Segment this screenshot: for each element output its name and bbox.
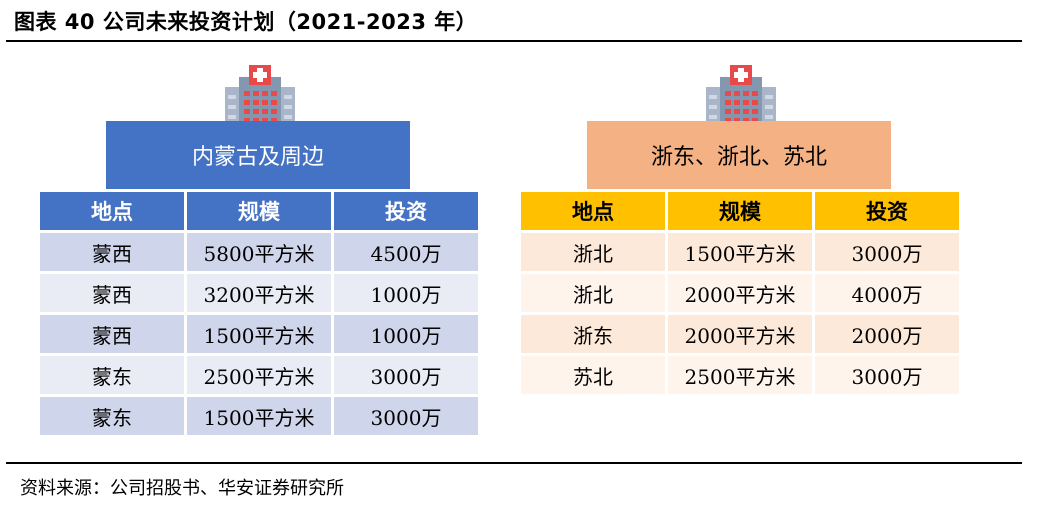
table-row: 蒙东 1500平方米 3000万 xyxy=(40,397,478,435)
table-row: 浙北 2000平方米 4000万 xyxy=(521,274,959,312)
table-row: 浙东 2000平方米 2000万 xyxy=(521,315,959,353)
cell-scale: 5800平方米 xyxy=(187,233,331,271)
cell-investment: 3000万 xyxy=(334,397,478,435)
cell-scale: 2500平方米 xyxy=(187,356,331,394)
cell-scale: 2000平方米 xyxy=(668,315,812,353)
cell-scale: 2000平方米 xyxy=(668,274,812,312)
cell-scale: 1500平方米 xyxy=(187,397,331,435)
cell-investment: 3000万 xyxy=(334,356,478,394)
cell-location: 蒙东 xyxy=(40,356,184,394)
cell-location: 浙东 xyxy=(521,315,665,353)
cell-scale: 1500平方米 xyxy=(668,233,812,271)
column-header-location: 地点 xyxy=(40,192,184,230)
table-row: 蒙西 3200平方米 1000万 xyxy=(40,274,478,312)
cell-investment: 1000万 xyxy=(334,274,478,312)
region-header-inner-mongolia: 内蒙古及周边 xyxy=(106,121,410,189)
cell-scale: 3200平方米 xyxy=(187,274,331,312)
table-row: 浙北 1500平方米 3000万 xyxy=(521,233,959,271)
cell-investment: 1000万 xyxy=(334,315,478,353)
cell-location: 蒙西 xyxy=(40,315,184,353)
investment-table-inner-mongolia: 地点 规模 投资 蒙西 5800平方米 4500万 蒙西 3200平方米 100… xyxy=(37,189,481,438)
cell-investment: 3000万 xyxy=(815,356,959,394)
cell-location: 蒙东 xyxy=(40,397,184,435)
cell-location: 苏北 xyxy=(521,356,665,394)
cell-location: 蒙西 xyxy=(40,233,184,271)
source-note: 资料来源：公司招股书、华安证券研究所 xyxy=(20,478,344,499)
cell-investment: 4500万 xyxy=(334,233,478,271)
investment-table-zhejiang-jiangsu: 地点 规模 投资 浙北 1500平方米 3000万 浙北 2000平方米 400… xyxy=(518,189,962,397)
column-header-location: 地点 xyxy=(521,192,665,230)
column-header-investment: 投资 xyxy=(815,192,959,230)
table-header-row: 地点 规模 投资 xyxy=(40,192,478,230)
cell-location: 浙北 xyxy=(521,233,665,271)
cell-investment: 2000万 xyxy=(815,315,959,353)
region-header-zhejiang-jiangsu: 浙东、浙北、苏北 xyxy=(587,121,891,189)
table-row: 蒙西 5800平方米 4500万 xyxy=(40,233,478,271)
table-row: 苏北 2500平方米 3000万 xyxy=(521,356,959,394)
cell-location: 浙北 xyxy=(521,274,665,312)
bottom-rule xyxy=(6,462,1022,464)
table-row: 蒙东 2500平方米 3000万 xyxy=(40,356,478,394)
table-row: 蒙西 1500平方米 1000万 xyxy=(40,315,478,353)
cell-scale: 1500平方米 xyxy=(187,315,331,353)
cell-location: 蒙西 xyxy=(40,274,184,312)
figure-title: 图表 40 公司未来投资计划（2021-2023 年） xyxy=(14,10,478,34)
column-header-investment: 投资 xyxy=(334,192,478,230)
column-header-scale: 规模 xyxy=(187,192,331,230)
top-rule xyxy=(6,40,1022,42)
column-header-scale: 规模 xyxy=(668,192,812,230)
table-header-row: 地点 规模 投资 xyxy=(521,192,959,230)
cell-scale: 2500平方米 xyxy=(668,356,812,394)
cell-investment: 4000万 xyxy=(815,274,959,312)
cell-investment: 3000万 xyxy=(815,233,959,271)
